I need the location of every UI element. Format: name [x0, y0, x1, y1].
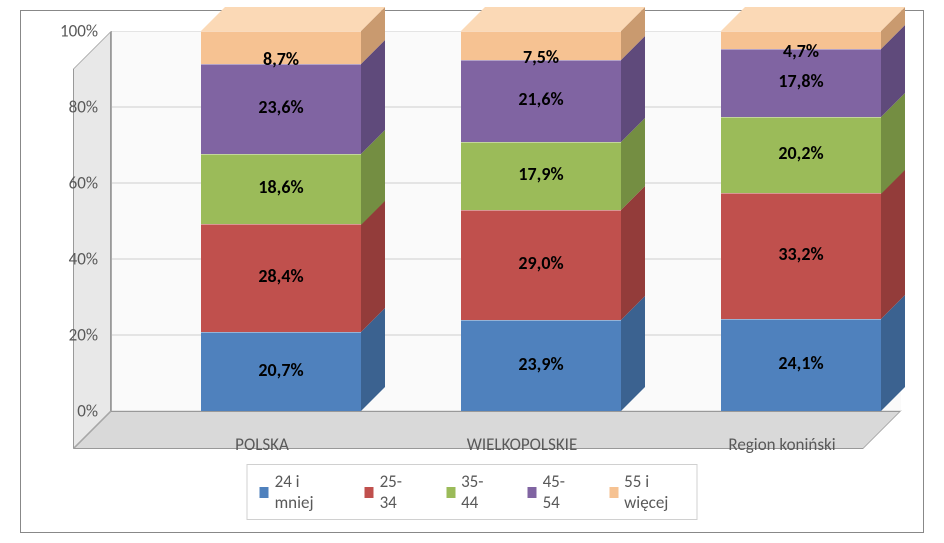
segment-value-label: 28,4% [258, 265, 303, 287]
segment-value-label: 17,8% [778, 69, 823, 91]
category-label: WIELKOPOLSKIE [467, 434, 578, 455]
legend-swatch [528, 487, 537, 498]
segment-value-label: 20,7% [258, 358, 303, 380]
chart-sidewall [73, 31, 111, 449]
bars-layer: 20,7%28,4%18,6%23,6%8,7%23,9%29,0%17,9%2… [111, 31, 901, 411]
y-tick: 80% [38, 97, 98, 118]
segment-value-label: 24,1% [778, 352, 823, 374]
legend-swatch [260, 487, 269, 498]
bar-segment: 21,6% [461, 60, 621, 142]
category-label: POLSKA [235, 434, 289, 455]
legend-item: 25-34 [365, 471, 413, 513]
segment-value-label: 17,9% [518, 163, 563, 185]
legend-label: 24 i mniej [275, 471, 331, 513]
bar-segment: 33,2% [721, 193, 881, 319]
legend-item: 35-44 [446, 471, 494, 513]
legend-item: 24 i mniej [260, 471, 331, 513]
bar-segment: 28,4% [201, 224, 361, 332]
bar-segment: 7,5% [461, 31, 621, 60]
bar-segment: 23,6% [201, 64, 361, 154]
chart-container: 20,7%28,4%18,6%23,6%8,7%23,9%29,0%17,9%2… [20, 10, 924, 533]
y-tick: 60% [38, 173, 98, 194]
legend-item: 45-54 [528, 471, 576, 513]
bar-segment: 24,1% [721, 319, 881, 411]
legend: 24 i mniej 25-34 35-44 45-54 55 i więcej [247, 464, 698, 520]
category-label: Region koniński [728, 434, 835, 455]
segment-value-label: 29,0% [518, 252, 563, 274]
y-tick: 0% [38, 401, 98, 422]
legend-swatch [365, 487, 374, 498]
segment-value-label: 18,6% [258, 176, 303, 198]
bar-segment: 23,9% [461, 320, 621, 411]
bar-segment: 8,7% [201, 31, 361, 64]
legend-label: 45-54 [543, 471, 575, 513]
segment-value-label: 21,6% [518, 88, 563, 110]
legend-label: 25-34 [380, 471, 412, 513]
bar-segment: 29,0% [461, 210, 621, 320]
segment-value-label: 23,6% [258, 96, 303, 118]
bar-segment: 18,6% [201, 154, 361, 225]
bar-segment: 20,7% [201, 332, 361, 411]
bar-segment: 4,7% [721, 31, 881, 49]
legend-item: 55 i więcej [609, 471, 684, 513]
y-tick: 20% [38, 325, 98, 346]
y-tick: 100% [38, 21, 98, 42]
y-tick: 40% [38, 249, 98, 270]
legend-label: 55 i więcej [624, 471, 684, 513]
segment-value-label: 20,2% [778, 142, 823, 164]
bar-1: 23,9% 29,0% 17,9% 21,6% 7,5% [461, 31, 621, 411]
bar-2: 24,1% 33,2% 20,2% 17,8% 4,7% [721, 31, 881, 411]
legend-swatch [609, 487, 618, 498]
segment-value-label: 33,2% [778, 243, 823, 265]
bar-segment: 20,2% [721, 117, 881, 194]
segment-value-label: 23,9% [518, 352, 563, 374]
bar-0: 20,7% 28,4% 18,6% 23,6% 8,7% [201, 31, 361, 411]
legend-label: 35-44 [461, 471, 493, 513]
legend-swatch [446, 487, 455, 498]
bar-segment: 17,9% [461, 142, 621, 210]
plot-area: 20,7%28,4%18,6%23,6%8,7%23,9%29,0%17,9%2… [111, 31, 901, 451]
